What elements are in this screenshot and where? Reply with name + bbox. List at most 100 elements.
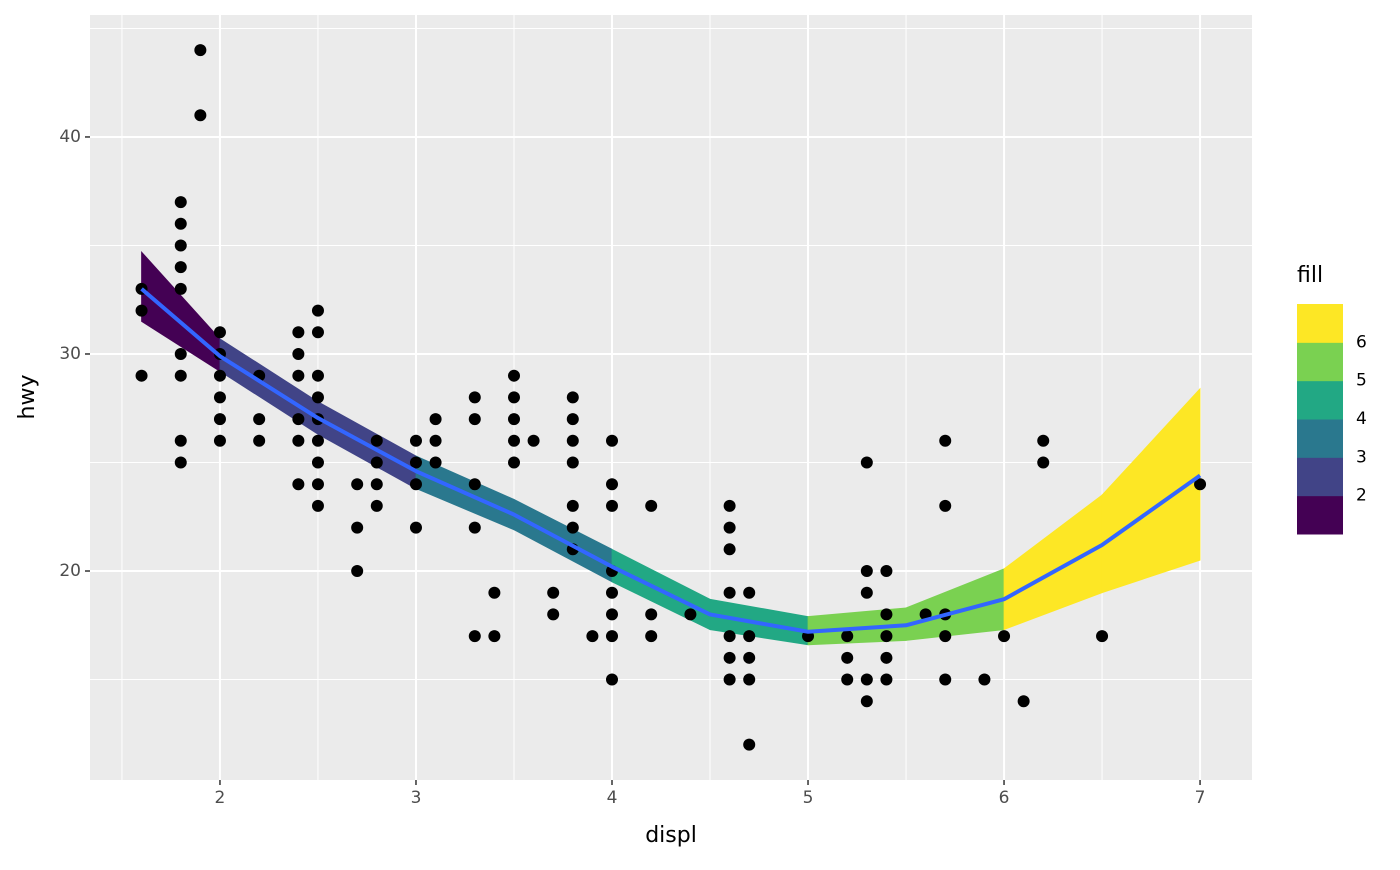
- legend-label: 3: [1356, 447, 1367, 467]
- point: [743, 673, 756, 686]
- point: [605, 499, 618, 512]
- point: [605, 434, 618, 447]
- point: [723, 499, 736, 512]
- point: [253, 434, 266, 447]
- point: [429, 434, 442, 447]
- point: [547, 608, 560, 621]
- point: [1037, 434, 1050, 447]
- point: [311, 499, 324, 512]
- point: [311, 478, 324, 491]
- point: [860, 673, 873, 686]
- point: [645, 499, 658, 512]
- point: [723, 521, 736, 534]
- point: [880, 565, 893, 578]
- point: [213, 413, 226, 426]
- point: [409, 478, 422, 491]
- point: [684, 608, 697, 621]
- point: [880, 673, 893, 686]
- point: [468, 521, 481, 534]
- point: [723, 630, 736, 643]
- point: [468, 478, 481, 491]
- point: [978, 673, 991, 686]
- point: [194, 44, 207, 57]
- point: [566, 499, 579, 512]
- point: [409, 456, 422, 469]
- point: [429, 456, 442, 469]
- point: [547, 586, 560, 599]
- point: [1194, 478, 1207, 491]
- point: [311, 456, 324, 469]
- point: [723, 586, 736, 599]
- point: [860, 586, 873, 599]
- point: [468, 630, 481, 643]
- point: [351, 521, 364, 534]
- marks: [135, 44, 1207, 751]
- point: [1096, 630, 1109, 643]
- x-tick-label: 5: [803, 788, 814, 808]
- point: [507, 434, 520, 447]
- point: [723, 651, 736, 664]
- point: [253, 413, 266, 426]
- point: [311, 369, 324, 382]
- legend-label: 5: [1356, 371, 1367, 391]
- point: [566, 413, 579, 426]
- point: [939, 630, 952, 643]
- point: [507, 369, 520, 382]
- point: [841, 673, 854, 686]
- point: [292, 326, 305, 339]
- legend: 2 3 4 5 6: [1297, 304, 1367, 535]
- point: [860, 695, 873, 708]
- point: [743, 586, 756, 599]
- point: [488, 630, 501, 643]
- point: [292, 413, 305, 426]
- point: [939, 499, 952, 512]
- point: [135, 304, 148, 317]
- point: [174, 239, 187, 252]
- x-tick-label: 2: [215, 788, 226, 808]
- smooth-line: [140, 287, 1202, 634]
- x-tick-label: 7: [1195, 788, 1206, 808]
- point: [213, 391, 226, 404]
- point: [645, 630, 658, 643]
- legend-swatch: [1297, 495, 1343, 535]
- point: [743, 738, 756, 751]
- point: [566, 391, 579, 404]
- point: [841, 630, 854, 643]
- point: [292, 347, 305, 360]
- y-axis-title: hwy: [15, 375, 40, 420]
- point: [468, 413, 481, 426]
- point: [1017, 695, 1030, 708]
- point: [292, 478, 305, 491]
- point: [174, 456, 187, 469]
- point: [174, 434, 187, 447]
- point: [1037, 456, 1050, 469]
- x-axis-title: displ: [645, 823, 697, 848]
- point: [311, 326, 324, 339]
- point: [174, 261, 187, 274]
- point: [566, 456, 579, 469]
- point: [311, 434, 324, 447]
- point: [605, 586, 618, 599]
- point: [370, 478, 383, 491]
- point: [507, 413, 520, 426]
- y-tick-label: 40: [59, 127, 81, 147]
- point: [939, 673, 952, 686]
- point: [174, 369, 187, 382]
- point: [174, 217, 187, 230]
- point: [292, 369, 305, 382]
- point: [841, 651, 854, 664]
- point: [311, 391, 324, 404]
- y-tick-label: 20: [59, 561, 81, 581]
- point: [311, 304, 324, 317]
- y-tick-label: 30: [59, 344, 81, 364]
- point: [880, 630, 893, 643]
- point: [605, 478, 618, 491]
- point: [645, 608, 658, 621]
- point: [351, 565, 364, 578]
- point: [605, 608, 618, 621]
- point: [429, 413, 442, 426]
- point: [860, 456, 873, 469]
- point: [586, 630, 599, 643]
- x-tick-label: 4: [607, 788, 618, 808]
